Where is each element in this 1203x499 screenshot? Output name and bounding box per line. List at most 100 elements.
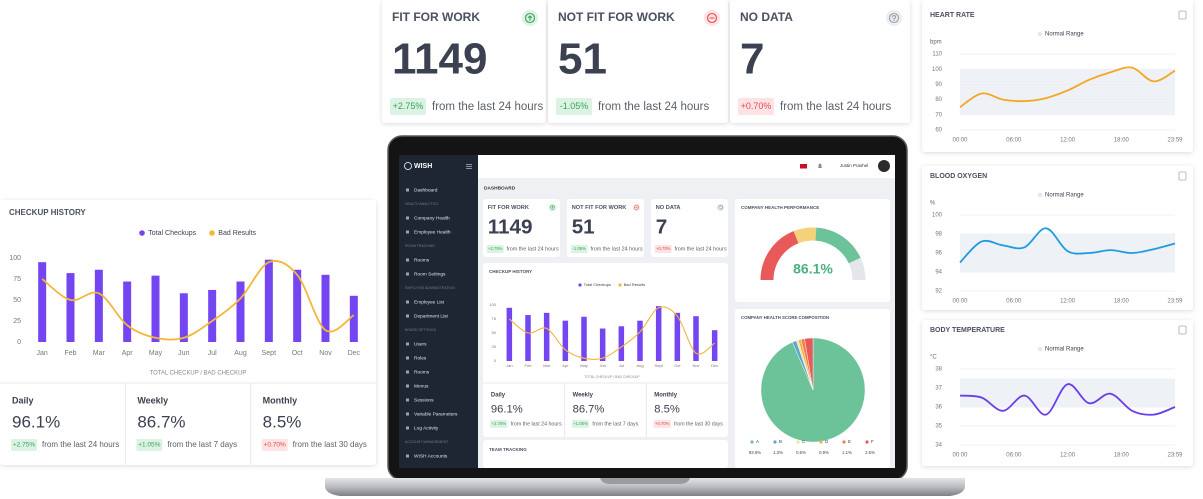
section-title: COMPANY HEALTH PERFORMANCE (741, 205, 819, 210)
summary-period: Monthly (654, 392, 677, 398)
summary-change: +0.70% (264, 442, 286, 449)
sidebar-item: Log Activity (414, 425, 439, 431)
change-pill (570, 245, 588, 254)
legend-dot (865, 440, 869, 444)
bar (711, 330, 718, 361)
summary-period: Weekly (137, 395, 168, 405)
normal-range (960, 69, 1175, 115)
x-tick-label: May (580, 363, 588, 368)
sidebar-icon (406, 230, 409, 234)
x-tick-label: Sept (262, 350, 276, 357)
sidebar-item: Company Health (414, 215, 450, 221)
card (483, 199, 560, 257)
summary-change: +0.70% (655, 421, 670, 426)
summary-note: from the last 7 days (592, 421, 638, 427)
sidebar-item: Department List (414, 313, 449, 319)
change-pill (654, 245, 672, 254)
sidebar-item: Roles (414, 355, 427, 361)
legend-label: Bad Results (624, 282, 646, 287)
y-tick-label: 100 (932, 67, 943, 73)
bar (525, 315, 531, 361)
x-tick-label: 06:00 (1006, 299, 1022, 305)
summary-note: from the last 24 hours (511, 421, 562, 427)
value-label: 2.6% (865, 450, 875, 455)
y-tick-label: 60 (935, 128, 942, 134)
summary-period: Daily (12, 395, 34, 405)
stat-icon (524, 12, 536, 24)
card (651, 199, 728, 257)
stat-note: from the last 24 hours (432, 101, 543, 113)
summary-change: +2.75% (13, 442, 35, 449)
y-tick-label: 50 (13, 297, 21, 304)
summary-value: 8.5% (654, 403, 680, 415)
sidebar-icon (406, 384, 409, 388)
y-tick-label: 90 (935, 82, 942, 88)
sidebar-icon (406, 454, 409, 458)
stat-change: -1.05% (573, 246, 587, 251)
legend-label: C (802, 439, 806, 444)
bar (123, 281, 132, 342)
legend-label: F (871, 439, 874, 444)
y-tick-label: 25 (492, 344, 497, 349)
y-tick-label: 80 (935, 97, 942, 103)
sidebar-icon (406, 356, 409, 360)
change-pill (11, 439, 37, 451)
legend-label: Total Checkups (584, 282, 611, 287)
avatar (878, 160, 890, 172)
laptop-notch (600, 478, 690, 484)
summary-note: from the last 30 days (293, 440, 367, 449)
x-tick-label: Apr (562, 363, 569, 368)
x-tick-label: Nov (319, 350, 332, 357)
gauge-arc (760, 231, 799, 281)
sidebar-heading: BOARD SETTINGS (405, 328, 437, 332)
stat-note: from the last 24 hours (780, 101, 891, 113)
summary-value: 96.1% (12, 412, 60, 431)
menu-icon (466, 168, 472, 169)
legend-dot (750, 440, 754, 444)
stat-icon (888, 12, 900, 24)
stat-change: +0.70% (656, 246, 671, 251)
x-tick-label: 06:00 (1006, 138, 1022, 144)
stat-icon (719, 205, 723, 210)
gauge-arc (793, 227, 817, 244)
y-tick-label: 98 (935, 232, 942, 238)
stat-value: 1149 (488, 216, 533, 239)
bar (66, 273, 75, 342)
y-tick-label: 100 (932, 213, 943, 219)
bell-icon (818, 163, 822, 168)
stat-icon (706, 12, 718, 24)
x-tick-label: 00:00 (952, 299, 968, 305)
bar (674, 312, 681, 361)
vital-line (959, 383, 1176, 416)
vital-line (959, 66, 1176, 108)
stat-value: 7 (656, 216, 668, 239)
sidebar-icon (406, 412, 409, 416)
y-tick-label: 70 (935, 112, 942, 118)
sidebar-icon (406, 370, 409, 374)
laptop-base (325, 478, 965, 496)
summary-value: 86.7% (137, 412, 185, 431)
card (548, 0, 728, 123)
card (730, 0, 910, 123)
stat-icon (634, 205, 639, 210)
user-name: Justin Prashel (840, 163, 868, 168)
chart-title: CHECKUP HISTORY (9, 208, 86, 217)
x-tick-label: Jul (619, 363, 624, 368)
card (483, 263, 728, 437)
summary-change: +1.05% (573, 421, 588, 426)
x-tick-label: Jun (599, 363, 605, 368)
card (483, 440, 728, 468)
card (567, 199, 644, 257)
stat-note: from the last 24 hours (591, 247, 643, 253)
stat-icon (550, 205, 555, 210)
x-axis-label: TOTAL CHECKUP / BAD CHECKUP (150, 371, 247, 377)
sidebar-item: Sessions (414, 397, 434, 403)
stat-value: 51 (558, 35, 607, 84)
stat-title: FIT FOR WORK (392, 10, 480, 24)
vital-title: BLOOD OXYGEN (930, 173, 987, 180)
x-axis-label: TOTAL CHECKUP / BAD CHECKUP (584, 375, 640, 379)
summary-value: 8.5% (263, 412, 302, 431)
summary-note: from the last 7 days (167, 440, 237, 449)
line (41, 260, 355, 341)
chart-title: CHECKUP HISTORY (489, 269, 532, 274)
